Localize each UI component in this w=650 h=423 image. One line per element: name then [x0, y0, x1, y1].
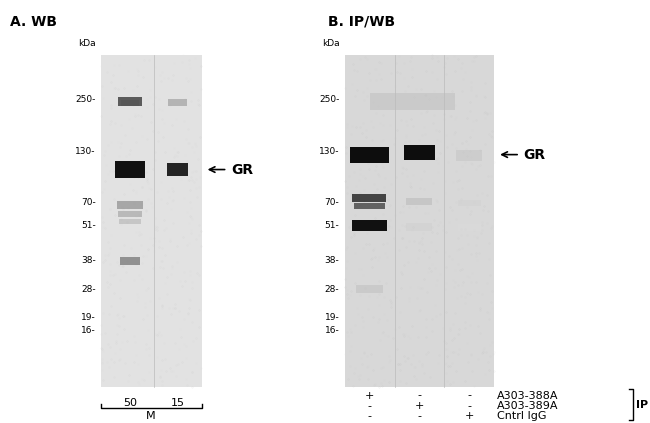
Text: -: - — [467, 401, 471, 411]
Text: A303-389A: A303-389A — [497, 401, 559, 411]
Bar — [350, 147, 389, 163]
Text: 50: 50 — [123, 398, 137, 408]
Bar — [404, 145, 435, 160]
Text: A. WB: A. WB — [10, 15, 57, 29]
Text: 19-: 19- — [324, 313, 339, 322]
Text: GR: GR — [523, 148, 545, 162]
Bar — [356, 285, 383, 293]
Text: -: - — [417, 390, 421, 401]
Bar — [370, 93, 455, 110]
Text: 16-: 16- — [81, 326, 96, 335]
Bar — [168, 99, 187, 105]
Bar — [458, 224, 481, 231]
Text: 130-: 130- — [318, 147, 339, 156]
Bar — [406, 198, 432, 205]
Text: -: - — [367, 401, 371, 411]
Bar — [118, 97, 142, 106]
Bar — [118, 211, 142, 217]
Text: 70-: 70- — [324, 198, 339, 207]
Bar — [118, 219, 142, 224]
Bar — [167, 163, 188, 176]
Bar — [354, 203, 385, 209]
Bar — [352, 194, 386, 202]
Text: 51-: 51- — [81, 222, 96, 231]
Text: 130-: 130- — [75, 147, 96, 156]
Text: 51-: 51- — [324, 222, 339, 231]
Text: 70-: 70- — [81, 198, 96, 207]
Bar — [344, 55, 494, 387]
Text: 250-: 250- — [75, 95, 96, 104]
Text: +: + — [415, 401, 424, 411]
Text: 19-: 19- — [81, 313, 96, 322]
Text: 38-: 38- — [81, 256, 96, 265]
Bar — [458, 200, 481, 206]
Text: 250-: 250- — [319, 95, 339, 104]
Text: M: M — [146, 411, 156, 421]
Text: kDa: kDa — [322, 39, 339, 48]
Text: B. IP/WB: B. IP/WB — [328, 15, 395, 29]
Bar — [115, 161, 145, 178]
Bar — [101, 55, 202, 387]
Text: 15: 15 — [170, 398, 185, 408]
Bar — [352, 220, 387, 231]
Text: Cntrl IgG: Cntrl IgG — [497, 411, 547, 421]
Text: A303-388A: A303-388A — [497, 390, 559, 401]
Text: +: + — [465, 411, 474, 421]
Text: 38-: 38- — [324, 256, 339, 265]
Bar — [406, 223, 432, 231]
Bar — [456, 150, 482, 161]
Bar — [117, 201, 143, 209]
Text: 28-: 28- — [325, 285, 339, 294]
Text: IP: IP — [636, 400, 648, 409]
Text: GR: GR — [231, 162, 253, 176]
Text: 28-: 28- — [81, 285, 96, 294]
Text: 16-: 16- — [324, 326, 339, 335]
Text: kDa: kDa — [78, 39, 96, 48]
Bar — [120, 257, 140, 265]
Text: -: - — [467, 390, 471, 401]
Text: -: - — [367, 411, 371, 421]
Text: -: - — [417, 411, 421, 421]
Text: +: + — [365, 390, 374, 401]
Bar — [121, 100, 139, 106]
